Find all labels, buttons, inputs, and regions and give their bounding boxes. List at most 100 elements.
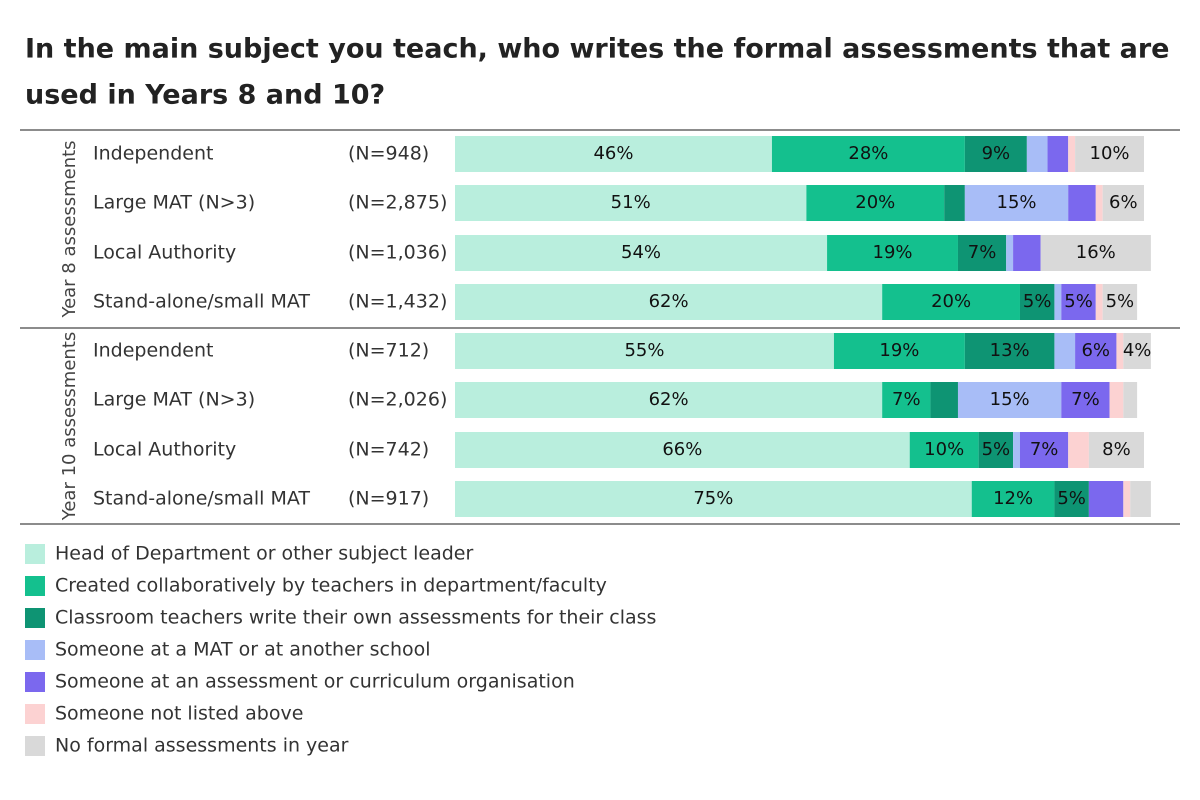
bar-segment (455, 185, 807, 221)
bar-segment (1123, 382, 1138, 418)
legend-swatch (25, 544, 45, 564)
bar-segment (1013, 432, 1020, 468)
row-label: Large MAT (N>3) (93, 192, 255, 214)
bar-segment (957, 382, 1062, 418)
bar-segment (1054, 284, 1062, 320)
legend-label: Created collaboratively by teachers in d… (55, 575, 607, 597)
bar-segment (806, 185, 945, 221)
value-label: 10% (1090, 143, 1130, 164)
bar-segment (455, 136, 772, 172)
value-label: 46% (593, 143, 633, 164)
legend-label: Classroom teachers write their own asses… (55, 607, 656, 629)
legend-label: No formal assessments in year (55, 735, 349, 757)
group-label: Year 8 assessments (59, 140, 80, 318)
value-label: 6% (1109, 192, 1138, 213)
value-label: 54% (621, 242, 661, 263)
legend-label: Someone at an assessment or curriculum o… (55, 671, 575, 693)
value-label: 15% (990, 389, 1030, 410)
legend-swatch (25, 576, 45, 596)
bar-segment (455, 481, 972, 517)
value-label: 13% (990, 340, 1030, 361)
legend-label: Someone at a MAT or at another school (55, 639, 431, 661)
value-label: 19% (879, 340, 919, 361)
bar-segment (944, 185, 965, 221)
value-label: 7% (892, 389, 921, 410)
value-label: 62% (649, 389, 689, 410)
value-label: 16% (1076, 242, 1116, 263)
bar-segment (455, 333, 834, 369)
legend-swatch (25, 640, 45, 660)
value-label: 7% (1071, 389, 1100, 410)
bar-segment (455, 382, 883, 418)
value-label: 9% (982, 143, 1011, 164)
value-label: 5% (982, 439, 1011, 460)
bar-segment (882, 382, 931, 418)
bar-segment (1061, 382, 1110, 418)
value-label: 62% (649, 291, 689, 312)
legend-swatch (25, 672, 45, 692)
bar-segment (827, 235, 958, 271)
bar-segment (1054, 333, 1076, 369)
bar-segment (1088, 481, 1124, 517)
bar-segment (1109, 382, 1124, 418)
row-label: Local Authority (93, 242, 236, 264)
legend-label: Head of Department or other subject lead… (55, 543, 473, 565)
bar-segment (455, 284, 883, 320)
bar-segment (1102, 185, 1144, 221)
value-label: 5% (1064, 291, 1093, 312)
bar-segment (964, 333, 1055, 369)
value-label: 10% (924, 439, 964, 460)
bar-segment (957, 235, 1007, 271)
group-label: Year 10 assessments (59, 332, 80, 522)
bar-segment (1075, 333, 1117, 369)
value-label: 6% (1081, 340, 1110, 361)
bar-segment (1102, 284, 1138, 320)
value-label: 7% (968, 242, 997, 263)
legend-swatch (25, 608, 45, 628)
n-label: (N=917) (348, 488, 429, 510)
n-label: (N=712) (348, 340, 429, 362)
bar-segment (1013, 235, 1041, 271)
bar-segment (1095, 185, 1103, 221)
value-label: 8% (1102, 439, 1131, 460)
bar-segment (1130, 481, 1151, 517)
value-label: 5% (1106, 291, 1135, 312)
row-label: Local Authority (93, 439, 236, 461)
value-label: 55% (624, 340, 664, 361)
bar-segment (1068, 185, 1096, 221)
row-label: Stand-alone/small MAT (93, 488, 310, 510)
value-label: 51% (611, 192, 651, 213)
bar-segment (1075, 136, 1144, 172)
value-label: 75% (693, 488, 733, 509)
n-label: (N=948) (348, 143, 429, 165)
bar-segment (1123, 481, 1131, 517)
chart-title: used in Years 8 and 10? (25, 80, 385, 111)
bar-segment (1054, 481, 1089, 517)
value-label: 5% (1057, 488, 1086, 509)
bar-segment (1068, 136, 1076, 172)
row-label: Independent (93, 340, 213, 362)
value-label: 7% (1030, 439, 1059, 460)
bar-segment (1019, 432, 1069, 468)
bar-segment (1026, 136, 1048, 172)
bar-segment (1019, 284, 1055, 320)
n-label: (N=742) (348, 439, 429, 461)
row-label: Large MAT (N>3) (93, 389, 255, 411)
bar-segment (455, 432, 910, 468)
bar-segment (455, 235, 828, 271)
bar-segment (1006, 235, 1014, 271)
bar-segment (964, 185, 1069, 221)
row-label: Independent (93, 143, 213, 165)
value-label: 20% (931, 291, 971, 312)
bar-segment (1068, 432, 1089, 468)
bar-segment (971, 481, 1055, 517)
bar-segment (1123, 333, 1151, 369)
value-label: 12% (993, 488, 1033, 509)
n-label: (N=2,026) (348, 389, 447, 411)
legend-swatch (25, 704, 45, 724)
value-label: 19% (873, 242, 913, 263)
n-label: (N=1,432) (348, 291, 447, 313)
bar-segment (909, 432, 979, 468)
value-label: 4% (1123, 340, 1152, 361)
n-label: (N=2,875) (348, 192, 447, 214)
